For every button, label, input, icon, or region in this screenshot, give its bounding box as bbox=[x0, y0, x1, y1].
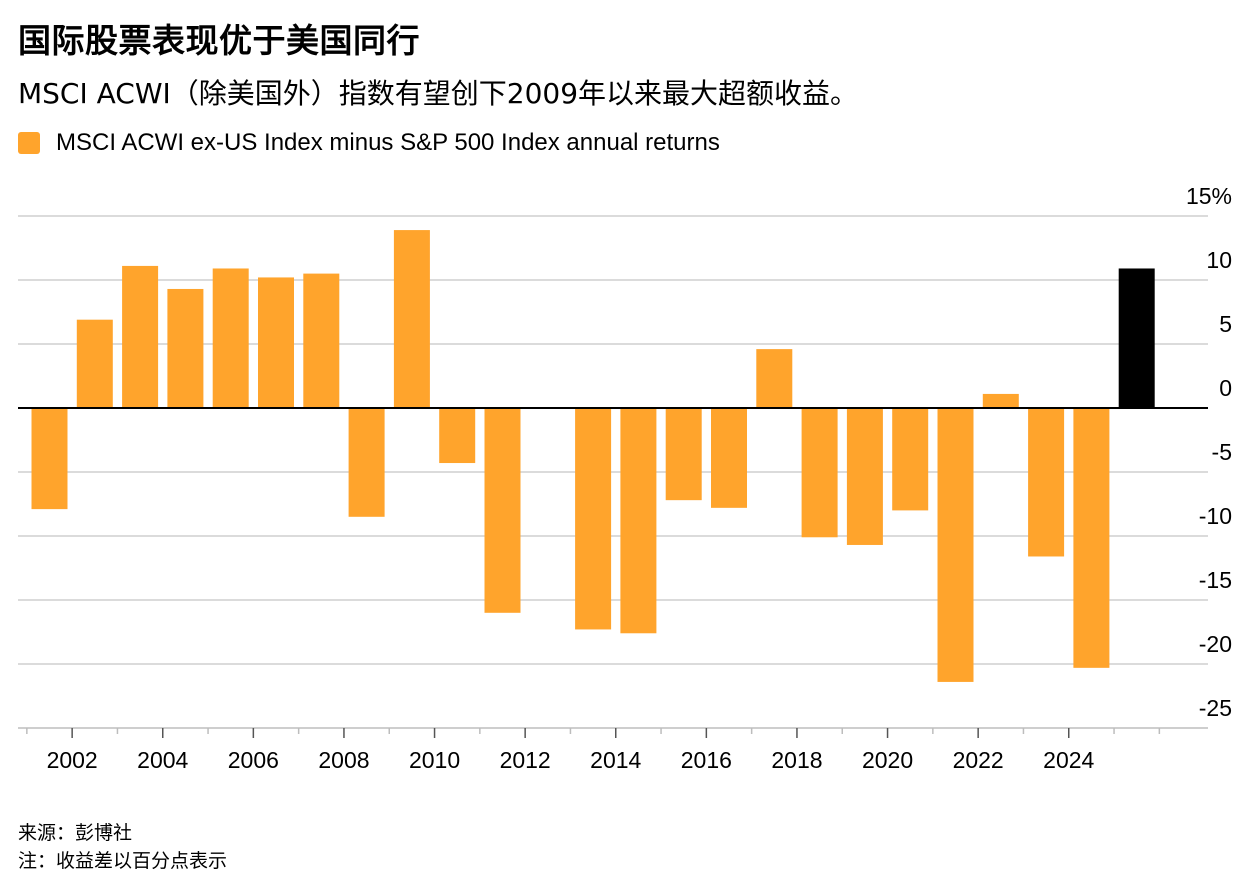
bar-2009 bbox=[393, 230, 430, 408]
x-tick-label: 2024 bbox=[1043, 747, 1094, 773]
bar-2001 bbox=[31, 408, 68, 510]
y-axis-ticks: 15% 10 5 0 -5 -10 -15 -20 -25 bbox=[1186, 183, 1232, 721]
y-tick-label: -20 bbox=[1199, 631, 1232, 657]
footnote: 注：收益差以百分点表示 bbox=[18, 850, 228, 872]
bar-2006 bbox=[258, 277, 294, 408]
x-tick-label: 2018 bbox=[771, 747, 822, 773]
y-tick-label: -15 bbox=[1199, 567, 1232, 593]
y-tick-label: -5 bbox=[1212, 439, 1232, 465]
bar-2020 bbox=[892, 408, 929, 511]
y-tick-label: -25 bbox=[1199, 695, 1232, 721]
bar-2017 bbox=[756, 349, 793, 408]
bar-2005 bbox=[212, 268, 249, 408]
y-tick-label: 10 bbox=[1206, 247, 1232, 273]
bar-2014 bbox=[620, 408, 657, 634]
bar-2021 bbox=[937, 408, 974, 682]
x-tick-label: 2002 bbox=[47, 747, 98, 773]
y-tick-label: 15% bbox=[1186, 183, 1232, 209]
x-tick-label: 2022 bbox=[953, 747, 1004, 773]
bar-2025 bbox=[1118, 268, 1155, 408]
x-tick-label: 2012 bbox=[500, 747, 551, 773]
bar-2023 bbox=[1028, 408, 1065, 557]
bar-2022 bbox=[982, 393, 1019, 408]
bar-2002 bbox=[76, 319, 113, 408]
chart-subtitle: MSCI ACWI（除美国外）指数有望创下2009年以来最大超额收益。 bbox=[18, 77, 859, 110]
x-tick-label: 2004 bbox=[137, 747, 188, 773]
chart-title: 国际股票表现优于美国同行 bbox=[18, 21, 420, 60]
bar-2015 bbox=[665, 408, 702, 501]
bar-2018 bbox=[801, 408, 838, 538]
bar-2024 bbox=[1073, 408, 1110, 668]
legend-label: MSCI ACWI ex-US Index minus S&P 500 Inde… bbox=[56, 129, 720, 156]
x-tick-label: 2020 bbox=[862, 747, 913, 773]
y-tick-label: 0 bbox=[1219, 375, 1232, 401]
bar-2016 bbox=[711, 408, 747, 508]
y-tick-label: -10 bbox=[1199, 503, 1232, 529]
bar-2003 bbox=[122, 265, 159, 408]
bar-2010 bbox=[439, 408, 476, 464]
x-axis-ticks: 2002 2004 2006 2008 2010 2012 2014 2016 2018 2020… bbox=[47, 747, 1095, 773]
y-tick-label: 5 bbox=[1219, 311, 1232, 337]
x-tick-label: 2010 bbox=[409, 747, 460, 773]
x-tick-label: 2008 bbox=[318, 747, 369, 773]
x-tick-label: 2014 bbox=[590, 747, 641, 773]
bar-2019 bbox=[846, 408, 883, 545]
source-note: 来源：彭博社 bbox=[18, 822, 133, 844]
x-tick-label: 2016 bbox=[681, 747, 732, 773]
bar-2007 bbox=[303, 273, 340, 408]
legend-swatch bbox=[18, 132, 40, 154]
x-tick-label: 2006 bbox=[228, 747, 279, 773]
legend: MSCI ACWI ex-US Index minus S&P 500 Inde… bbox=[18, 128, 720, 158]
bar-2004 bbox=[167, 288, 204, 408]
axes bbox=[18, 407, 1208, 738]
bars bbox=[31, 230, 1155, 682]
bar-2008 bbox=[348, 408, 385, 517]
bar-2013 bbox=[575, 408, 612, 630]
bar-2011 bbox=[484, 408, 521, 613]
